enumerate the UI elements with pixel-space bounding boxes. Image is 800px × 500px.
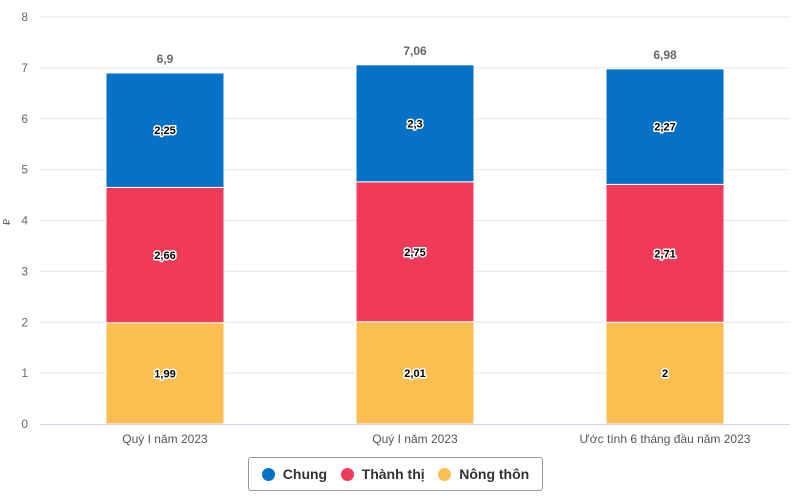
- data-label: 2,01: [404, 368, 425, 380]
- y-tick-label: 1: [21, 366, 28, 380]
- data-label: 2,3: [407, 118, 422, 130]
- y-tick-label: 5: [21, 163, 28, 177]
- y-tick-label: 6: [21, 112, 28, 126]
- y-tick-label: 0: [21, 417, 28, 431]
- data-label: 2,25: [154, 125, 175, 137]
- data-label: 2,27: [654, 122, 675, 134]
- legend-marker: [438, 467, 452, 481]
- y-tick-label: 2: [21, 315, 28, 329]
- legend-item[interactable]: Thành thị: [340, 466, 425, 482]
- x-tick-label: Quý I năm 2023: [372, 432, 458, 446]
- total-label: 6,98: [653, 48, 677, 62]
- legend-marker: [261, 467, 275, 481]
- y-tick-label: 8: [21, 10, 28, 24]
- legend-marker: [340, 467, 354, 481]
- bar-segment[interactable]: [105, 186, 225, 324]
- data-label: 2,66: [154, 250, 175, 262]
- y-tick-label: 7: [21, 61, 28, 75]
- legend-item[interactable]: Chung: [261, 466, 328, 482]
- bar-segment[interactable]: [605, 68, 725, 185]
- y-tick-label: 3: [21, 264, 28, 278]
- bar-segment[interactable]: [355, 321, 475, 425]
- bar-segment[interactable]: [355, 64, 475, 183]
- legend-item[interactable]: Nông thôn: [438, 466, 529, 482]
- data-label: 2: [662, 368, 668, 380]
- total-label: 6,9: [157, 52, 174, 66]
- legend-label: Thành thị: [361, 466, 425, 482]
- chart-legend: Chung Thành thị Nông thôn: [248, 457, 543, 491]
- y-tick-label: 4: [21, 214, 28, 228]
- legend-label: Nông thôn: [459, 466, 530, 482]
- x-tick-label: Ước tính 6 tháng đầu năm 2023: [580, 432, 751, 446]
- data-label: 2,71: [654, 248, 675, 260]
- bar-segment[interactable]: [605, 183, 725, 323]
- data-label: 2,75: [404, 247, 425, 259]
- total-label: 7,06: [403, 44, 427, 58]
- data-label: 1,99: [154, 368, 175, 380]
- x-tick-label: Quý I năm 2023: [122, 432, 208, 446]
- bar-segment[interactable]: [105, 322, 225, 425]
- bar-segment[interactable]: [105, 72, 225, 188]
- y-axis-label: ₽: [2, 218, 13, 225]
- bar-segment[interactable]: [355, 181, 475, 323]
- legend-label: Chung: [282, 466, 328, 482]
